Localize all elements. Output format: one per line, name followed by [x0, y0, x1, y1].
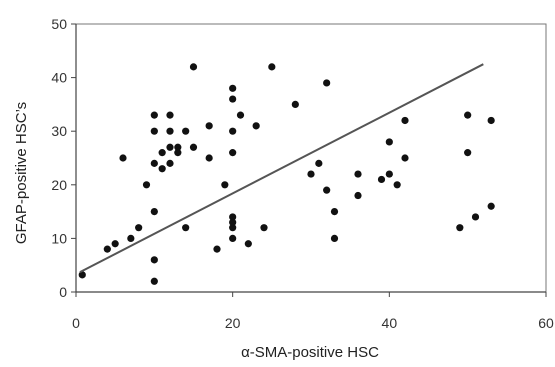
data-point: [464, 149, 472, 157]
data-point: [182, 224, 190, 232]
data-point: [135, 224, 143, 232]
data-point: [229, 149, 237, 157]
y-tick-label: 50: [51, 16, 67, 32]
data-point: [401, 154, 409, 162]
y-axis: 0 10 20 30 40 50: [51, 16, 77, 300]
data-point: [330, 208, 339, 216]
data-point: [111, 240, 119, 248]
data-point: [323, 79, 331, 87]
data-point: [229, 84, 237, 92]
data-point: [393, 181, 401, 189]
x-tick-label: 40: [382, 315, 398, 331]
data-point: [291, 100, 299, 108]
data-point: [150, 208, 158, 216]
data-point: [229, 224, 237, 232]
data-point: [158, 165, 166, 173]
data-point: [244, 240, 252, 248]
data-point: [119, 154, 127, 162]
data-point: [377, 175, 386, 184]
data-point: [205, 122, 213, 130]
data-point: [142, 181, 151, 189]
data-point: [166, 143, 174, 151]
y-axis-title: GFAP-positive HSC’s: [13, 102, 30, 244]
data-point: [150, 277, 158, 285]
data-point: [487, 116, 495, 125]
data-point: [166, 111, 174, 119]
data-point: [182, 127, 190, 135]
data-point: [401, 116, 409, 125]
data-point: [385, 170, 393, 178]
plot-frame: [75, 23, 547, 293]
data-point: [150, 111, 158, 119]
x-tick-label: 60: [538, 315, 554, 331]
y-tick-label: 20: [51, 177, 67, 193]
x-axis: 0 20 40 60: [72, 291, 554, 331]
data-point: [229, 95, 237, 103]
data-point: [252, 122, 260, 130]
data-point: [174, 143, 182, 151]
data-point: [487, 202, 495, 210]
x-tick-label: 0: [72, 315, 80, 331]
data-point: [354, 191, 362, 200]
data-point: [189, 63, 198, 71]
data-point: [330, 234, 339, 242]
x-axis-title: α-SMA-positive HSC: [241, 344, 379, 361]
data-point: [166, 159, 174, 167]
data-point: [213, 245, 221, 253]
data-point: [150, 256, 158, 264]
y-tick-label: 40: [51, 70, 67, 86]
data-point: [315, 159, 323, 167]
data-point: [103, 245, 111, 253]
data-points: [78, 63, 495, 285]
y-tick-label: 0: [59, 284, 67, 300]
data-point: [456, 224, 464, 232]
data-point: [150, 159, 158, 167]
data-point: [471, 213, 480, 221]
data-point: [78, 271, 86, 279]
data-point: [166, 127, 174, 135]
data-point: [221, 181, 229, 189]
data-point: [229, 234, 237, 242]
data-point: [229, 213, 237, 221]
data-point: [307, 170, 315, 178]
data-point: [189, 143, 198, 151]
trendline-group: [79, 63, 484, 274]
data-point: [260, 224, 268, 232]
data-point: [174, 149, 182, 157]
data-point: [229, 127, 237, 135]
y-tick-label: 10: [51, 230, 67, 246]
x-tick-label: 20: [225, 315, 241, 331]
y-tick-label: 30: [51, 123, 67, 139]
data-point: [150, 127, 158, 135]
data-point: [236, 111, 245, 119]
data-point: [323, 186, 331, 194]
data-point: [464, 111, 472, 119]
plot-border: [75, 23, 547, 293]
data-point: [354, 170, 362, 178]
trendline: [79, 63, 484, 274]
data-point: [268, 63, 276, 71]
data-point: [158, 149, 166, 157]
data-point: [385, 138, 393, 146]
data-point: [229, 218, 237, 226]
data-point: [127, 234, 135, 242]
data-point: [205, 154, 213, 162]
